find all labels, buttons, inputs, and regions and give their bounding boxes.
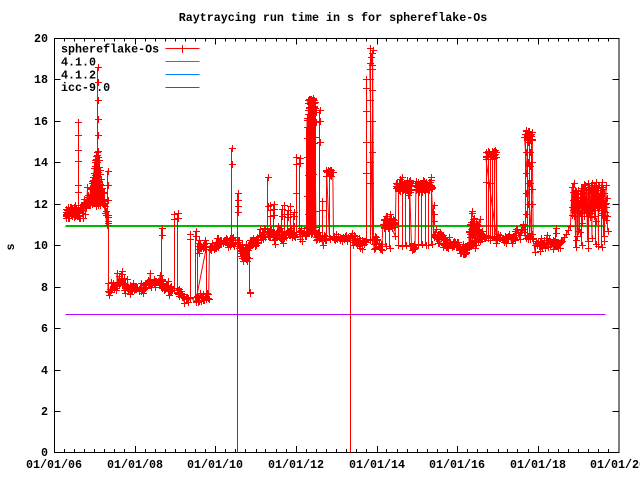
svg-text:12: 12	[34, 198, 48, 212]
svg-text:4: 4	[41, 364, 48, 378]
svg-text:6: 6	[41, 322, 48, 336]
svg-text:16: 16	[34, 115, 48, 129]
svg-text:01/01/10: 01/01/10	[187, 458, 243, 472]
svg-text:icc-9.0: icc-9.0	[61, 81, 110, 95]
svg-text:01/01/20: 01/01/20	[590, 458, 640, 472]
svg-text:10: 10	[34, 239, 48, 253]
svg-text:4.1.0: 4.1.0	[61, 55, 96, 69]
svg-text:0: 0	[41, 446, 48, 460]
svg-text:8: 8	[41, 281, 48, 295]
svg-text:4.1.2: 4.1.2	[61, 68, 96, 82]
svg-text:14: 14	[34, 156, 48, 170]
svg-text:2: 2	[41, 405, 48, 419]
svg-text:18: 18	[34, 73, 48, 87]
svg-text:01/01/16: 01/01/16	[429, 458, 485, 472]
svg-text:20: 20	[34, 32, 48, 46]
svg-text:Raytraycing run time in s for: Raytraycing run time in s for sphereflak…	[179, 11, 488, 25]
svg-text:01/01/06: 01/01/06	[26, 458, 82, 472]
svg-text:01/01/08: 01/01/08	[107, 458, 163, 472]
svg-text:01/01/18: 01/01/18	[510, 458, 566, 472]
svg-text:01/01/14: 01/01/14	[349, 458, 405, 472]
svg-text:s: s	[4, 243, 18, 250]
svg-text:01/01/12: 01/01/12	[268, 458, 324, 472]
svg-text:sphereflake-Os: sphereflake-Os	[61, 43, 159, 57]
